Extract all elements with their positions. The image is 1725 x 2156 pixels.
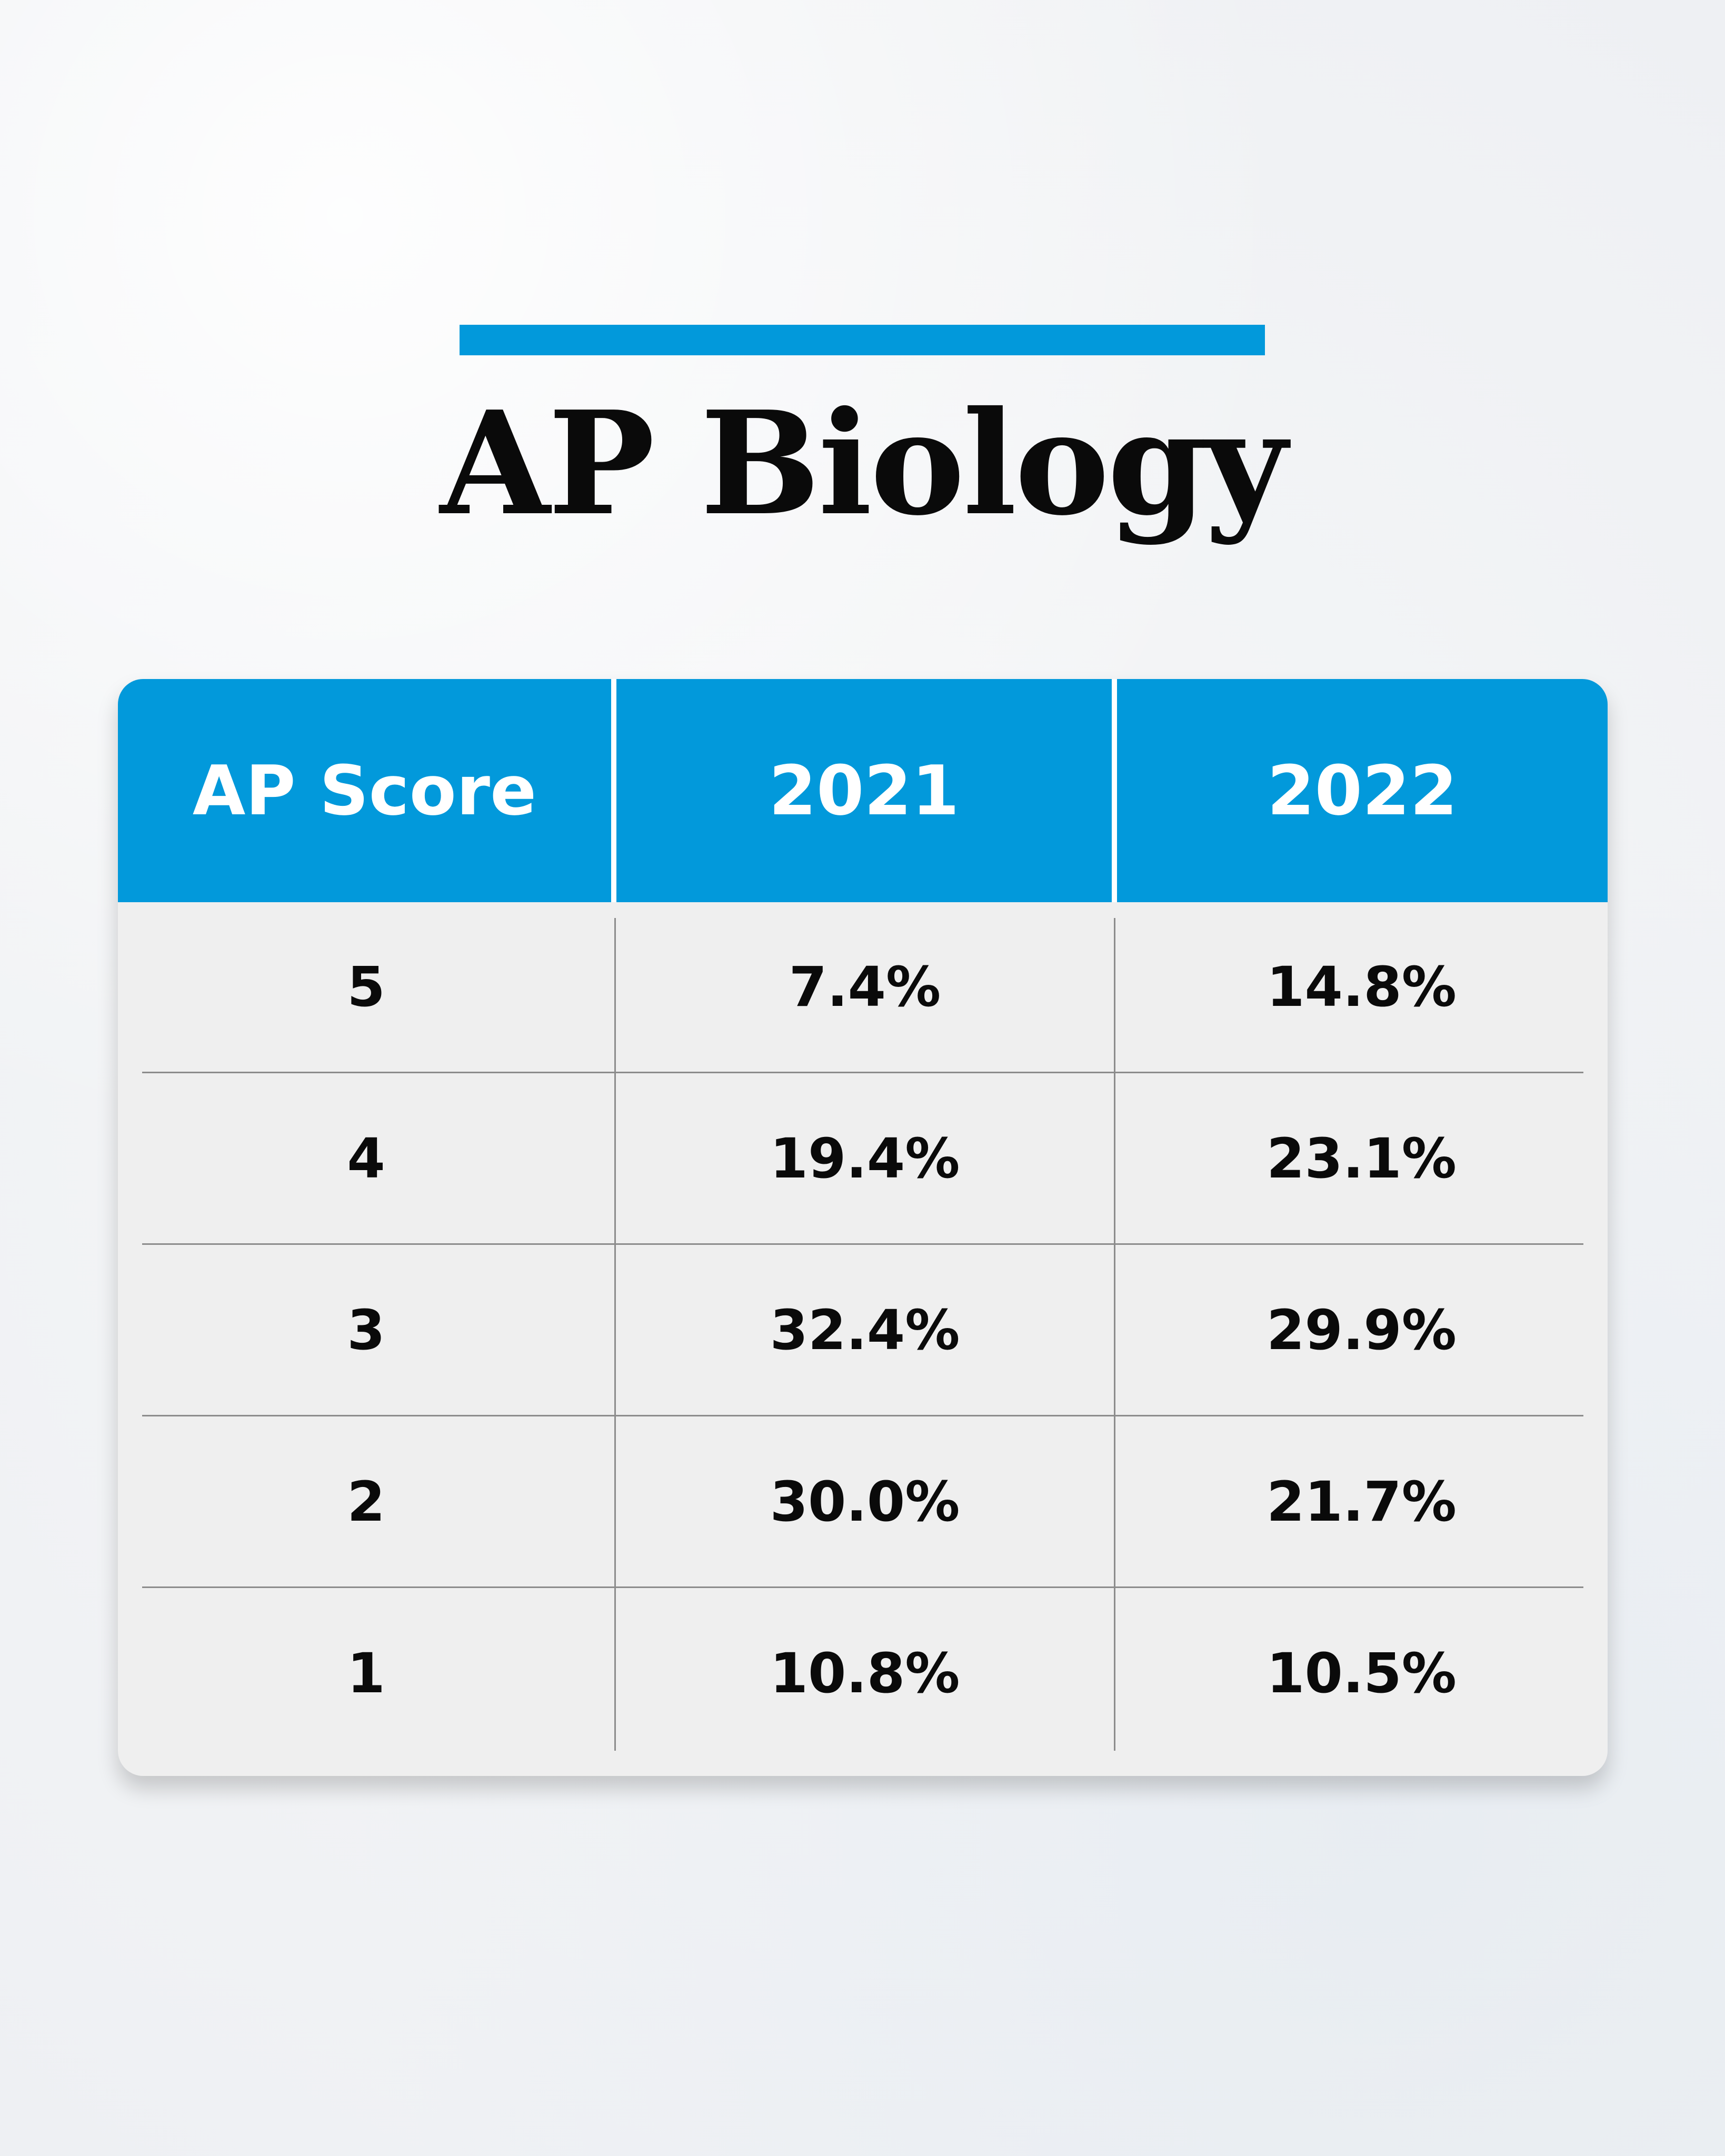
table-cell-score: 4 [347,1126,385,1191]
title-accent-bar [460,325,1265,355]
table-cell-year-2022: 21.7% [1267,1470,1457,1534]
table-row: 5 7.4% 14.8% [118,901,1608,1073]
page-title: AP Biology [440,380,1288,547]
header-cell-2021: 2021 [769,751,960,831]
table-cell-year-2022: 29.9% [1267,1298,1457,1362]
table-row: 1 10.8% 10.5% [118,1588,1608,1759]
table-cell-year-2021: 30.0% [770,1470,960,1534]
table-cell-year-2021: 10.8% [770,1641,960,1705]
table-cell-year-2021: 19.4% [770,1126,960,1191]
table-cell-score: 5 [347,955,385,1019]
table-row: 3 32.4% 29.9% [118,1244,1608,1416]
header-cell-ap-score: AP Score [192,751,537,831]
column-divider [1114,918,1115,1751]
row-divider [142,1586,1583,1588]
table-header-row: AP Score 2021 2022 [118,679,1608,902]
column-divider [614,918,616,1751]
header-divider [611,679,616,902]
table-cell-year-2021: 7.4% [789,955,941,1019]
table-cell-score: 2 [347,1470,385,1534]
table-row: 2 30.0% 21.7% [118,1416,1608,1588]
table-cell-score: 1 [347,1641,385,1705]
score-table: AP Score 2021 2022 5 7.4% 14.8% 4 19.4% 23.1%… [118,679,1608,1776]
header-divider [1112,679,1117,902]
table-cell-year-2022: 10.5% [1267,1641,1457,1705]
header-cell-2022: 2022 [1267,751,1458,831]
table-cell-year-2022: 23.1% [1267,1126,1457,1191]
row-divider [142,1072,1583,1073]
table-cell-score: 3 [347,1298,385,1362]
table-cell-year-2021: 32.4% [770,1298,960,1362]
row-divider [142,1243,1583,1245]
row-divider [142,1415,1583,1416]
table-row: 4 19.4% 23.1% [118,1073,1608,1244]
table-cell-year-2022: 14.8% [1267,955,1457,1019]
